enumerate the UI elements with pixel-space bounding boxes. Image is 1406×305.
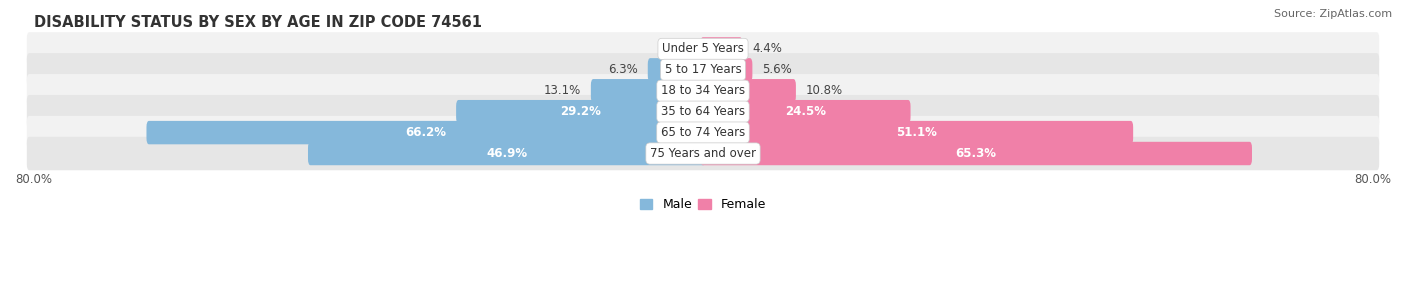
Text: 51.1%: 51.1% [897,126,938,139]
FancyBboxPatch shape [27,137,1379,170]
Text: 24.5%: 24.5% [785,105,825,118]
FancyBboxPatch shape [700,79,796,102]
FancyBboxPatch shape [700,100,911,124]
Text: 0.0%: 0.0% [661,42,690,56]
Text: 65.3%: 65.3% [956,147,997,160]
Text: 65 to 74 Years: 65 to 74 Years [661,126,745,139]
Text: DISABILITY STATUS BY SEX BY AGE IN ZIP CODE 74561: DISABILITY STATUS BY SEX BY AGE IN ZIP C… [34,15,481,30]
Text: 4.4%: 4.4% [752,42,782,56]
FancyBboxPatch shape [648,58,706,81]
Text: 5 to 17 Years: 5 to 17 Years [665,63,741,76]
Text: 10.8%: 10.8% [806,84,844,97]
Text: 46.9%: 46.9% [486,147,527,160]
Text: 35 to 64 Years: 35 to 64 Years [661,105,745,118]
FancyBboxPatch shape [146,121,706,144]
FancyBboxPatch shape [27,116,1379,149]
Text: Source: ZipAtlas.com: Source: ZipAtlas.com [1274,9,1392,19]
FancyBboxPatch shape [700,58,752,81]
FancyBboxPatch shape [27,95,1379,128]
FancyBboxPatch shape [308,142,706,165]
FancyBboxPatch shape [591,79,706,102]
Text: 6.3%: 6.3% [607,63,638,76]
Text: Under 5 Years: Under 5 Years [662,42,744,56]
Text: 13.1%: 13.1% [544,84,581,97]
FancyBboxPatch shape [27,74,1379,107]
FancyBboxPatch shape [700,142,1251,165]
Legend: Male, Female: Male, Female [636,193,770,216]
Text: 5.6%: 5.6% [762,63,792,76]
FancyBboxPatch shape [27,32,1379,66]
Text: 66.2%: 66.2% [405,126,447,139]
FancyBboxPatch shape [27,53,1379,87]
Text: 18 to 34 Years: 18 to 34 Years [661,84,745,97]
FancyBboxPatch shape [456,100,706,124]
FancyBboxPatch shape [700,121,1133,144]
FancyBboxPatch shape [700,37,742,61]
Text: 75 Years and over: 75 Years and over [650,147,756,160]
Text: 29.2%: 29.2% [561,105,602,118]
